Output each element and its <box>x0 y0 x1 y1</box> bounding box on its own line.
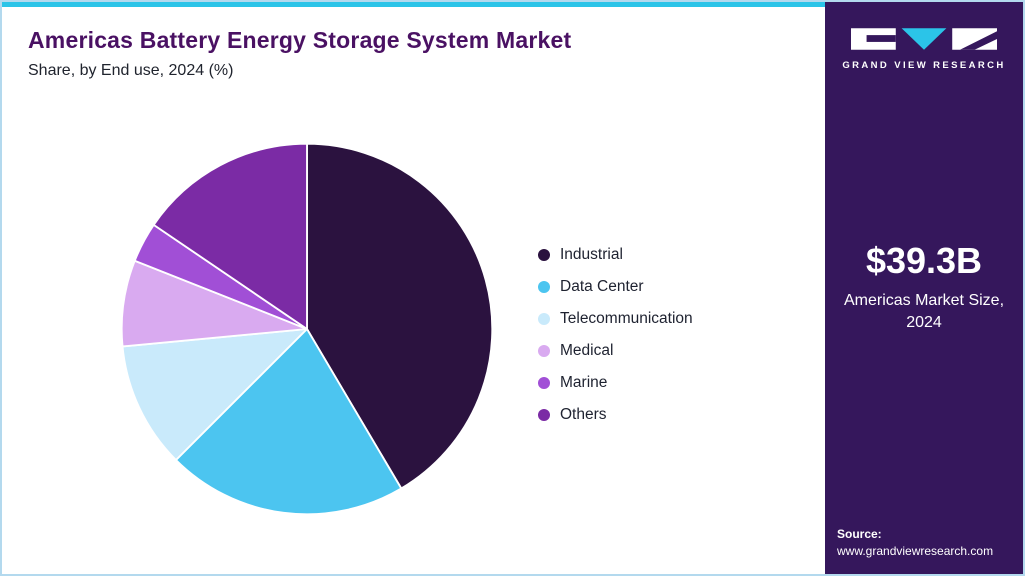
legend-label: Medical <box>560 342 614 359</box>
page-subtitle: Share, by End use, 2024 (%) <box>28 62 234 79</box>
legend-dot <box>538 313 550 325</box>
legend-dot <box>538 377 550 389</box>
legend-item: Industrial <box>538 239 693 271</box>
brand-logo: GRAND VIEW RESEARCH <box>825 26 1023 71</box>
legend-dot <box>538 345 550 357</box>
gvr-logo-icon <box>851 28 997 50</box>
pie-slice-data-center <box>175 328 403 516</box>
legend-item: Medical <box>538 335 693 367</box>
pie-chart-container <box>118 140 496 518</box>
legend-label: Industrial <box>560 246 623 263</box>
legend-item: Marine <box>538 367 693 399</box>
market-size-block: $39.3B Americas Market Size, 2024 <box>825 240 1023 333</box>
legend-label: Data Center <box>560 278 644 295</box>
legend-dot <box>538 249 550 261</box>
market-size-caption: Americas Market Size, 2024 <box>843 292 1005 331</box>
legend-dot <box>538 409 550 421</box>
pie-slice-telecommunication <box>121 328 308 461</box>
brand-name: GRAND VIEW RESEARCH <box>842 60 1006 71</box>
chart-header: Americas Battery Energy Storage System M… <box>28 27 571 80</box>
legend-label: Others <box>560 406 607 423</box>
legend-item: Others <box>538 399 693 431</box>
source-label: Source: <box>837 527 882 541</box>
chart-area: Americas Battery Energy Storage System M… <box>2 2 825 574</box>
sidebar: GRAND VIEW RESEARCH $39.3B Americas Mark… <box>825 2 1023 574</box>
legend-label: Telecommunication <box>560 310 693 327</box>
pie-slice-others <box>152 142 308 330</box>
source-block: Source: www.grandviewresearch.com <box>837 527 993 558</box>
legend: Industrial Data Center Telecommunication Me… <box>538 239 693 431</box>
legend-item: Data Center <box>538 271 693 303</box>
legend-label: Marine <box>560 374 608 391</box>
legend-dot <box>538 281 550 293</box>
page-title: Americas Battery Energy Storage System M… <box>28 27 572 53</box>
pie-chart <box>120 142 494 516</box>
pie-slice-industrial <box>306 142 494 490</box>
market-size-value: $39.3B <box>865 240 983 281</box>
source-url: www.grandviewresearch.com <box>837 544 994 558</box>
legend-item: Telecommunication <box>538 303 693 335</box>
